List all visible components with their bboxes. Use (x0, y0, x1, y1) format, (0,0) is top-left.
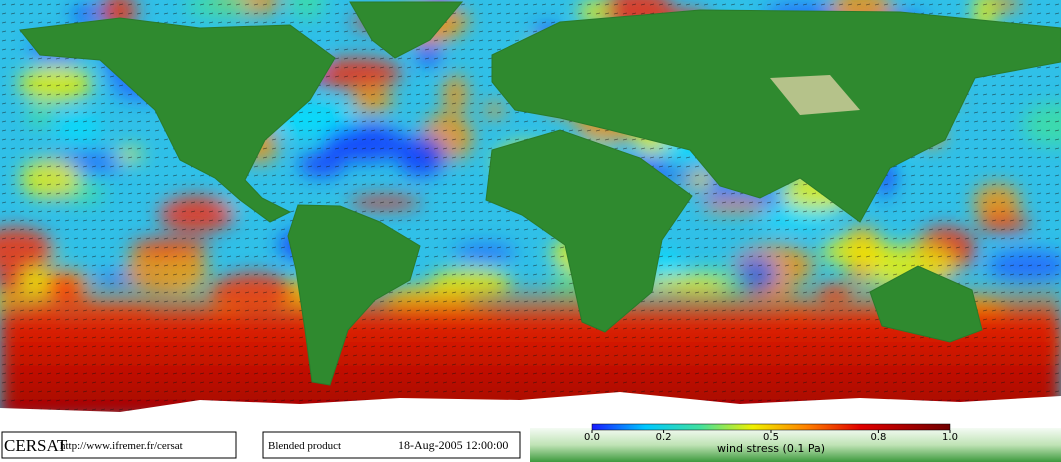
colorbar-tick-label: 0.2 (656, 432, 672, 443)
info-box (1, 431, 237, 459)
colorbar-tick-label: 0.8 (870, 432, 886, 443)
colorbar (591, 423, 951, 431)
colorbar-label: wind stress (0.1 Pa) (717, 442, 825, 455)
product-box (262, 431, 521, 459)
antarctic-terrain (530, 428, 1061, 462)
colorbar-tick-label: 0.5 (763, 432, 779, 443)
land (19, 1, 1061, 386)
logo: CERSAT (4, 436, 68, 455)
antarctica (0, 392, 1061, 420)
timestamp: 18-Aug-2005 12:00:00 (398, 438, 508, 452)
product: Blended product (268, 440, 341, 452)
url: http://www.ifremer.fr/cersat (60, 440, 183, 452)
colorbar-tick-label: 0.0 (584, 432, 600, 443)
colorbar-tick-label: 1.0 (942, 432, 958, 443)
